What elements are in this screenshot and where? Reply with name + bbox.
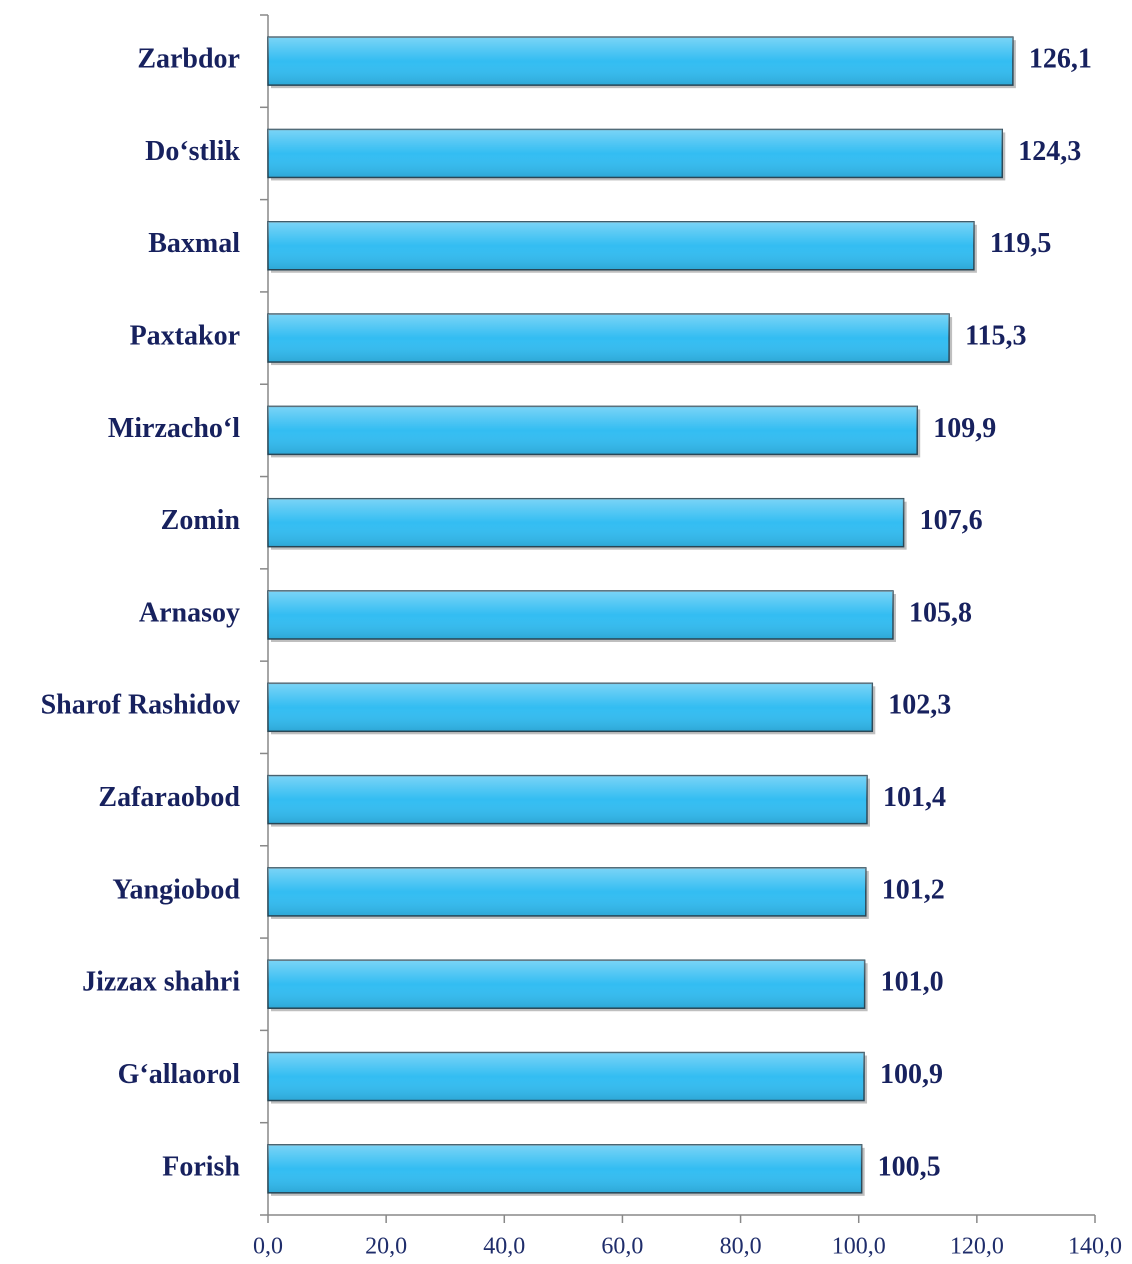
y-tick-label: Jizzax shahri xyxy=(82,967,240,998)
value-label: 126,1 xyxy=(1029,44,1092,75)
bar-shine xyxy=(268,498,904,547)
y-tick-label: Mirzacho‘l xyxy=(108,413,240,444)
x-tick-label: 100,0 xyxy=(832,1234,886,1260)
x-tick-label: 120,0 xyxy=(950,1234,1004,1260)
bar-shine xyxy=(268,129,1003,178)
y-tick-label: Do‘stlik xyxy=(145,136,240,167)
value-label: 101,2 xyxy=(882,874,945,905)
bar-shine xyxy=(268,37,1013,86)
bar-shine xyxy=(268,1052,865,1101)
y-tick-label: Yangiobod xyxy=(112,874,240,905)
bar-shine xyxy=(268,314,950,363)
value-label: 115,3 xyxy=(965,320,1026,351)
x-tick-label: 0,0 xyxy=(253,1234,283,1260)
bar-shine xyxy=(268,683,873,732)
y-tick-label: Zomin xyxy=(161,505,241,536)
value-label: 101,4 xyxy=(883,782,946,813)
bar-shine xyxy=(268,867,866,916)
bar-shine xyxy=(268,221,974,270)
y-tick-label: Sharof Rashidov xyxy=(41,690,240,721)
x-tick-label: 140,0 xyxy=(1068,1234,1122,1260)
value-label: 100,9 xyxy=(880,1059,943,1090)
value-label: 109,9 xyxy=(933,413,996,444)
y-tick-label: Arnasoy xyxy=(139,597,240,628)
value-label: 107,6 xyxy=(920,505,983,536)
bar-shine xyxy=(268,591,893,639)
value-label: 101,0 xyxy=(881,967,944,998)
y-tick-label: Baxmal xyxy=(148,228,240,259)
y-tick-label: Paxtakor xyxy=(130,320,240,351)
y-tick-label: Zafaraobod xyxy=(98,782,240,813)
bar-shine xyxy=(268,406,918,455)
value-label: 124,3 xyxy=(1018,136,1081,167)
y-tick-label: G‘allaorol xyxy=(118,1059,241,1090)
value-label: 100,5 xyxy=(878,1151,941,1182)
x-tick-label: 40,0 xyxy=(483,1234,525,1260)
value-label: 119,5 xyxy=(990,228,1051,259)
x-tick-label: 20,0 xyxy=(365,1234,407,1260)
bar-shine xyxy=(268,1144,862,1193)
bar-shine xyxy=(268,775,867,824)
bar-shine xyxy=(268,960,865,1009)
x-tick-label: 60,0 xyxy=(601,1234,643,1260)
y-tick-label: Zarbdor xyxy=(137,44,240,75)
y-tick-label: Forish xyxy=(162,1151,240,1182)
value-label: 105,8 xyxy=(909,597,972,628)
x-tick-label: 80,0 xyxy=(720,1234,762,1260)
value-label: 102,3 xyxy=(888,690,951,721)
